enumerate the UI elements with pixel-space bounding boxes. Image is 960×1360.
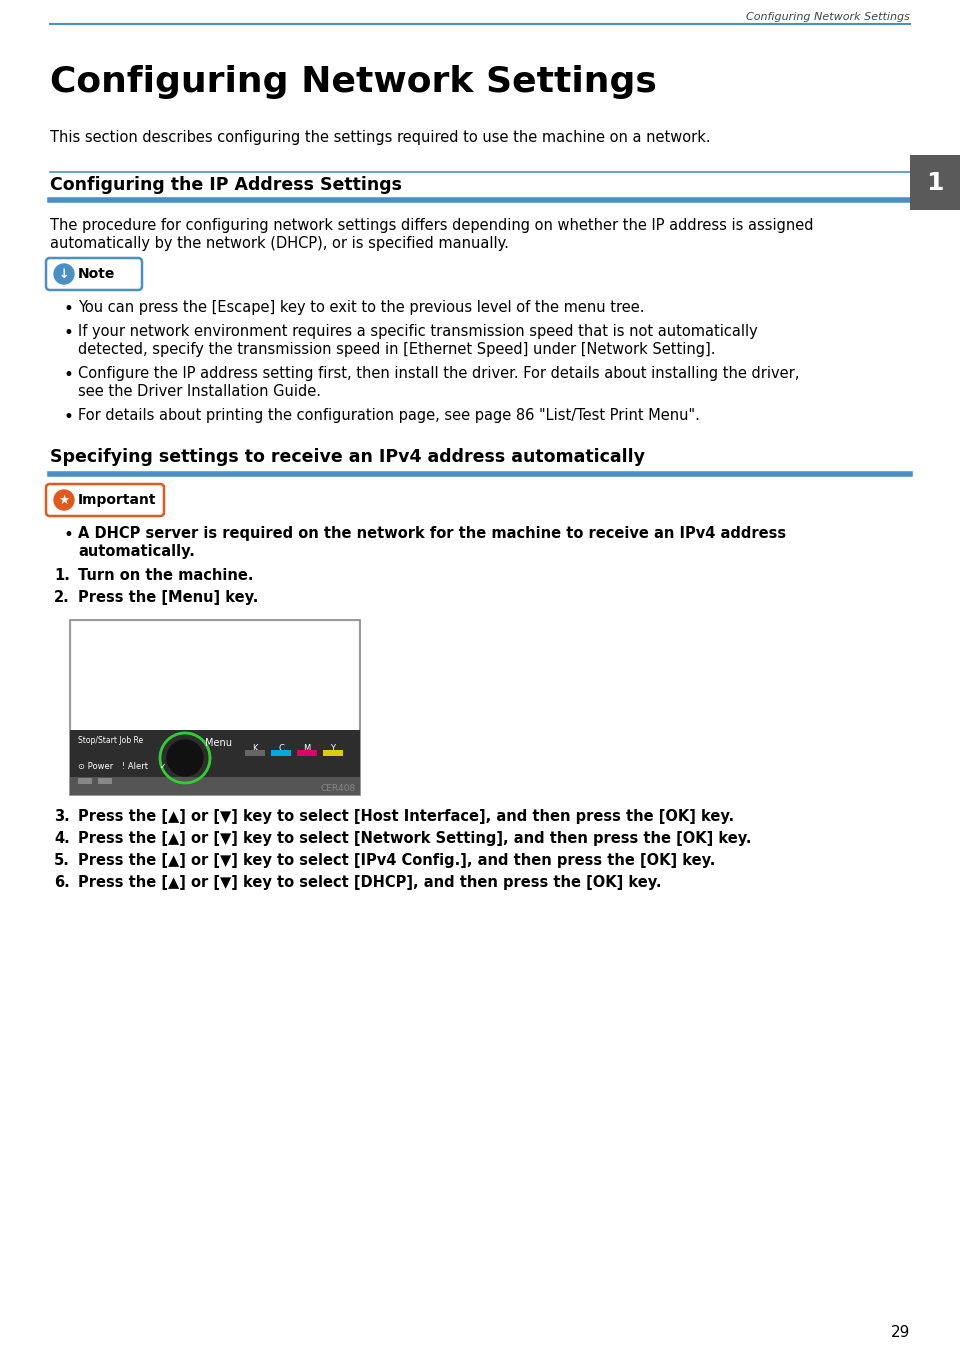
Circle shape — [54, 490, 74, 510]
Text: Configuring the IP Address Settings: Configuring the IP Address Settings — [50, 175, 402, 194]
Text: Menu: Menu — [205, 738, 232, 748]
Text: If your network environment requires a specific transmission speed that is not a: If your network environment requires a s… — [78, 324, 757, 339]
Text: Important: Important — [78, 494, 156, 507]
FancyBboxPatch shape — [46, 258, 142, 290]
Text: see the Driver Installation Guide.: see the Driver Installation Guide. — [78, 384, 321, 398]
Text: Press the [▲] or [▼] key to select [Network Setting], and then press the [OK] ke: Press the [▲] or [▼] key to select [Netw… — [78, 831, 752, 846]
Text: Press the [Menu] key.: Press the [Menu] key. — [78, 590, 258, 605]
Text: K: K — [252, 744, 257, 753]
FancyBboxPatch shape — [78, 778, 92, 783]
Text: automatically by the network (DHCP), or is specified manually.: automatically by the network (DHCP), or … — [50, 237, 509, 252]
Text: M: M — [303, 744, 311, 753]
Text: Turn on the machine.: Turn on the machine. — [78, 568, 253, 583]
Circle shape — [167, 740, 203, 777]
Text: ★: ★ — [59, 494, 70, 506]
Text: The procedure for configuring network settings differs depending on whether the : The procedure for configuring network se… — [50, 218, 813, 233]
Text: •: • — [64, 301, 74, 318]
Text: A DHCP server is required on the network for the machine to receive an IPv4 addr: A DHCP server is required on the network… — [78, 526, 786, 541]
Text: C: C — [278, 744, 284, 753]
Text: ✓ data in: ✓ data in — [160, 762, 196, 771]
Text: 1: 1 — [926, 170, 944, 194]
FancyBboxPatch shape — [910, 155, 960, 209]
Text: •: • — [64, 408, 74, 426]
FancyBboxPatch shape — [70, 777, 360, 796]
FancyBboxPatch shape — [98, 778, 112, 783]
Text: ↓: ↓ — [59, 268, 69, 280]
Text: Configure the IP address setting first, then install the driver. For details abo: Configure the IP address setting first, … — [78, 366, 800, 381]
Text: •: • — [64, 324, 74, 341]
Text: 5.: 5. — [54, 853, 70, 868]
FancyBboxPatch shape — [70, 730, 360, 796]
FancyBboxPatch shape — [46, 484, 164, 515]
Text: 3.: 3. — [54, 809, 70, 824]
Text: Stop/Start Job Re: Stop/Start Job Re — [78, 736, 143, 745]
Text: 1.: 1. — [54, 568, 70, 583]
Text: CER408: CER408 — [321, 783, 356, 793]
Circle shape — [54, 264, 74, 284]
Text: Y: Y — [330, 744, 335, 753]
Text: detected, specify the transmission speed in [Ethernet Speed] under [Network Sett: detected, specify the transmission speed… — [78, 341, 715, 356]
FancyBboxPatch shape — [323, 749, 343, 756]
Text: 4.: 4. — [54, 831, 70, 846]
Text: 2.: 2. — [54, 590, 70, 605]
FancyBboxPatch shape — [271, 749, 291, 756]
FancyBboxPatch shape — [297, 749, 317, 756]
Text: Configuring Network Settings: Configuring Network Settings — [746, 12, 910, 22]
Text: You can press the [Escape] key to exit to the previous level of the menu tree.: You can press the [Escape] key to exit t… — [78, 301, 644, 316]
Text: 29: 29 — [891, 1325, 910, 1340]
Text: Press the [▲] or [▼] key to select [Host Interface], and then press the [OK] key: Press the [▲] or [▼] key to select [Host… — [78, 809, 734, 824]
Text: This section describes configuring the settings required to use the machine on a: This section describes configuring the s… — [50, 131, 710, 146]
Text: •: • — [64, 366, 74, 384]
Text: Configuring Network Settings: Configuring Network Settings — [50, 65, 657, 99]
Text: automatically.: automatically. — [78, 544, 195, 559]
Text: Press the [▲] or [▼] key to select [IPv4 Config.], and then press the [OK] key.: Press the [▲] or [▼] key to select [IPv4… — [78, 853, 715, 868]
FancyBboxPatch shape — [245, 749, 265, 756]
FancyBboxPatch shape — [72, 622, 358, 730]
Text: ! Alert: ! Alert — [122, 762, 148, 771]
Text: 6.: 6. — [54, 874, 70, 889]
Text: ⊙ Power: ⊙ Power — [78, 762, 113, 771]
Text: For details about printing the configuration page, see page 86 "List/Test Print : For details about printing the configura… — [78, 408, 700, 423]
Text: Specifying settings to receive an IPv4 address automatically: Specifying settings to receive an IPv4 a… — [50, 447, 645, 466]
Text: Note: Note — [78, 267, 115, 282]
Text: •: • — [64, 526, 74, 544]
FancyBboxPatch shape — [70, 620, 360, 796]
Text: Press the [▲] or [▼] key to select [DHCP], and then press the [OK] key.: Press the [▲] or [▼] key to select [DHCP… — [78, 874, 661, 889]
